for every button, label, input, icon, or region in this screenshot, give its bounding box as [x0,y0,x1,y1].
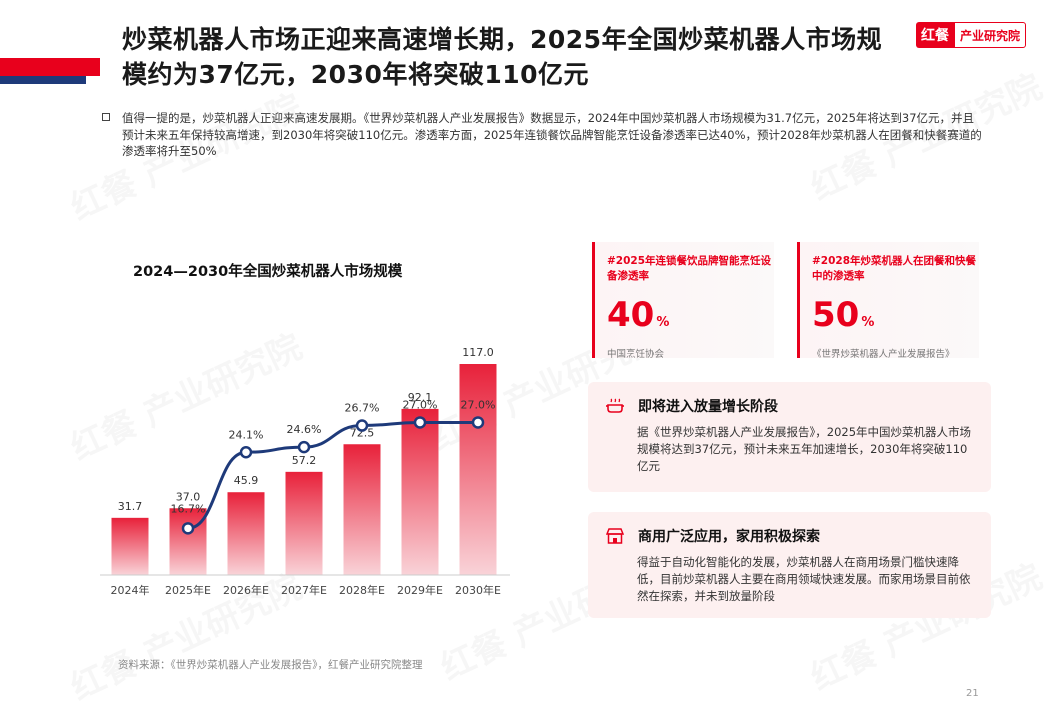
bar-6 [459,364,497,575]
bar-1 [169,508,207,575]
x-tick-label: 2025年E [165,583,211,597]
growth-value-label: 27.0% [403,398,438,411]
info-card-heading: 即将进入放量增长阶段 [606,396,973,416]
stat-card-group-meal-penetration: #2028年炒菜机器人在团餐和快餐中的渗透率 50% 《世界炒菜机器人产业发展报… [797,242,979,360]
x-tick-label: 2028年E [339,583,385,597]
x-tick-label: 2027年E [281,583,327,597]
growth-point-1 [181,522,195,535]
bar-value-label: 31.7 [118,500,143,513]
bar-value-label: 72.5 [350,426,375,439]
bar-value-label: 117.0 [462,346,494,359]
stat-card-chain-penetration: #2025年连锁餐饮品牌智能烹饪设备渗透率 40% 中国烹饪协会 [592,242,774,360]
summary-text: 值得一提的是，炒菜机器人正迎来高速发展期。《世界炒菜机器人产业发展报告》数据显示… [122,111,982,158]
growth-value-label: 16.7% [171,502,206,515]
stat-label: #2025年连锁餐饮品牌智能烹饪设备渗透率 [607,255,772,282]
info-card-growth-stage: 即将进入放量增长阶段 据《世界炒菜机器人产业发展报告》，2025年中国炒菜机器人… [588,382,991,492]
info-card-body: 据《世界炒菜机器人产业发展报告》，2025年中国炒菜机器人市场规模将达到37亿元… [637,425,972,473]
x-tick-label: 2029年E [397,583,443,597]
summary-paragraph: 值得一提的是，炒菜机器人正迎来高速发展期。《世界炒菜机器人产业发展报告》数据显示… [102,110,982,160]
square-bullet-icon [102,113,110,121]
x-tick-label: 2026年E [223,583,269,597]
bar-4 [343,444,381,575]
info-card-heading: 商用广泛应用，家用积极探索 [606,526,973,546]
growth-point-2 [239,446,253,459]
logo-text: 产业研究院 [954,22,1027,48]
bar-0 [111,517,149,575]
info-card-title: 商用广泛应用，家用积极探索 [638,529,820,545]
header-accent-navy [0,76,86,84]
growth-value-label: 26.7% [345,402,380,415]
stat-source: 中国烹饪协会 [607,349,665,360]
growth-point-5 [413,416,427,429]
bar-value-label: 57.2 [292,454,317,467]
page-title: 炒菜机器人市场正迎来高速增长期，2025年全国炒菜机器人市场规模约为37亿元，2… [122,25,883,89]
growth-value-label: 24.6% [287,423,322,436]
growth-point-6 [471,416,485,429]
storefront-icon [606,528,624,544]
chart-title: 2024—2030年全国炒菜机器人市场规模 [133,264,403,280]
x-tick-label: 2024年 [111,583,150,597]
info-card-body: 得益于自动化智能化的发展，炒菜机器人在商用场景门槛快速降低，目前炒菜机器人主要在… [637,555,971,603]
stat-number: 40 [607,295,655,335]
growth-value-label: 27.0% [461,398,496,411]
bar-value-label: 37.0 [176,490,201,503]
stat-unit: % [861,315,875,330]
bar-value-label: 45.9 [234,474,259,487]
cooking-pot-icon [606,398,624,413]
brand-logo: 红餐 产业研究院 [916,22,1027,48]
x-tick-label: 2030年E [455,583,501,597]
stat-number: 50 [812,295,860,335]
stat-source: 《世界炒菜机器人产业发展报告》 [812,349,955,360]
stat-value: 50% [812,296,979,342]
stat-unit: % [656,315,670,330]
growth-point-3 [297,440,311,454]
header-accent-red [0,58,100,76]
page-number: 21 [966,688,979,699]
stat-value: 40% [607,296,774,342]
stat-label: #2028年炒菜机器人在团餐和快餐中的渗透率 [812,255,977,282]
bar-value-label: 92.1 [408,391,433,404]
source-note: 资料来源：《世界炒菜机器人产业发展报告》，红餐产业研究院整理 [118,659,423,671]
logo-mark: 红餐 [916,22,954,48]
bar-3 [285,471,323,575]
bar-5 [401,408,439,575]
growth-value-label: 24.1% [229,428,264,441]
bar-2 [227,492,265,575]
info-card-title: 即将进入放量增长阶段 [638,399,778,415]
info-card-commercial-use: 商用广泛应用，家用积极探索 得益于自动化智能化的发展，炒菜机器人在商用场景门槛快… [588,512,991,618]
growth-point-4 [355,419,369,432]
